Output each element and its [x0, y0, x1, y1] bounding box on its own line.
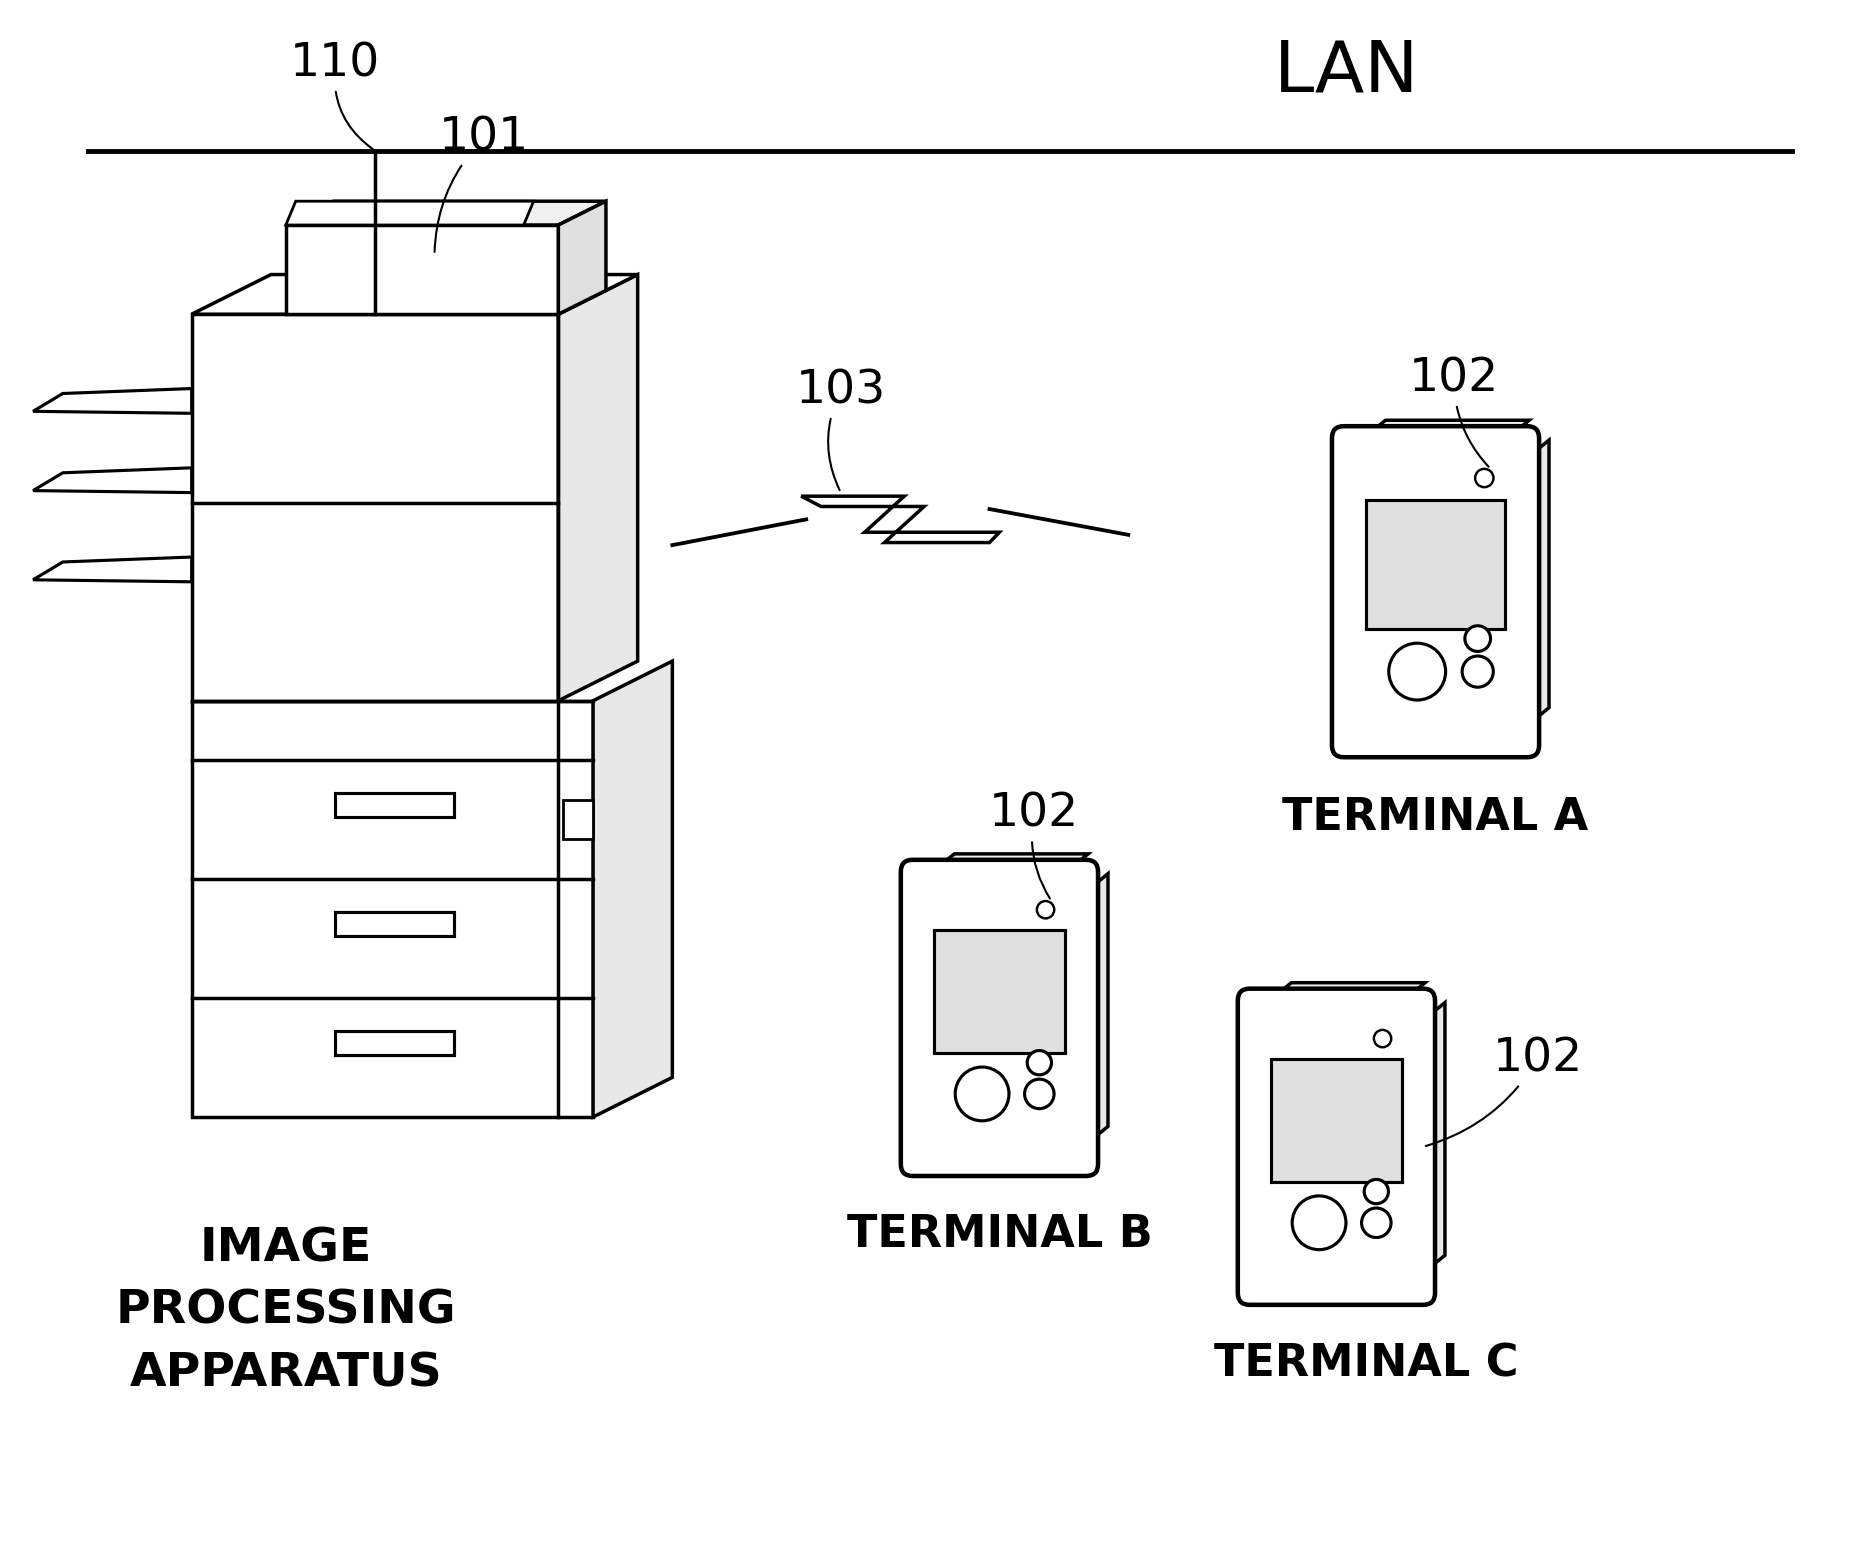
Circle shape: [1365, 1180, 1389, 1203]
Bar: [563, 503, 593, 542]
Circle shape: [1475, 469, 1494, 487]
Text: 110: 110: [290, 41, 380, 149]
Circle shape: [955, 1067, 1009, 1120]
Text: 103: 103: [796, 368, 885, 490]
Text: 102: 102: [1410, 356, 1499, 467]
Polygon shape: [286, 201, 534, 226]
Text: LAN: LAN: [1273, 38, 1419, 107]
Circle shape: [1462, 657, 1494, 688]
Polygon shape: [1269, 983, 1425, 1001]
Polygon shape: [34, 556, 191, 581]
Text: TERMINAL A: TERMINAL A: [1282, 796, 1589, 838]
Polygon shape: [1363, 420, 1529, 439]
FancyBboxPatch shape: [1333, 426, 1539, 757]
Polygon shape: [1086, 874, 1108, 1144]
Polygon shape: [801, 497, 1000, 542]
Bar: [934, 931, 1065, 1053]
Polygon shape: [191, 700, 593, 1117]
Bar: [1367, 500, 1505, 628]
Polygon shape: [558, 274, 638, 700]
FancyBboxPatch shape: [900, 860, 1099, 1175]
Text: 102: 102: [1426, 1036, 1582, 1145]
Circle shape: [1374, 1030, 1391, 1047]
Circle shape: [1466, 625, 1490, 652]
Bar: [335, 793, 455, 816]
Polygon shape: [34, 469, 191, 492]
Bar: [335, 1031, 455, 1055]
Circle shape: [1028, 1050, 1052, 1075]
Text: TERMINAL B: TERMINAL B: [846, 1213, 1153, 1257]
Polygon shape: [558, 201, 607, 315]
Polygon shape: [286, 201, 607, 226]
Circle shape: [1037, 901, 1054, 918]
Polygon shape: [932, 854, 1088, 871]
Text: TERMINAL C: TERMINAL C: [1213, 1341, 1518, 1385]
Text: IMAGE
PROCESSING
APPARATUS: IMAGE PROCESSING APPARATUS: [116, 1225, 457, 1396]
Bar: [1271, 1059, 1402, 1182]
FancyBboxPatch shape: [1237, 989, 1436, 1305]
Text: 101: 101: [434, 116, 530, 252]
Polygon shape: [191, 274, 638, 315]
Circle shape: [1389, 642, 1445, 700]
Text: 102: 102: [988, 791, 1080, 898]
Bar: [335, 912, 455, 935]
Polygon shape: [191, 315, 558, 700]
Polygon shape: [1528, 440, 1548, 726]
Polygon shape: [593, 661, 672, 1117]
Circle shape: [1024, 1080, 1054, 1109]
Polygon shape: [286, 226, 558, 315]
Polygon shape: [34, 389, 191, 414]
Bar: [563, 384, 593, 423]
Circle shape: [1292, 1196, 1346, 1249]
Circle shape: [1361, 1208, 1391, 1238]
Polygon shape: [1423, 1003, 1445, 1272]
Bar: [563, 799, 593, 840]
